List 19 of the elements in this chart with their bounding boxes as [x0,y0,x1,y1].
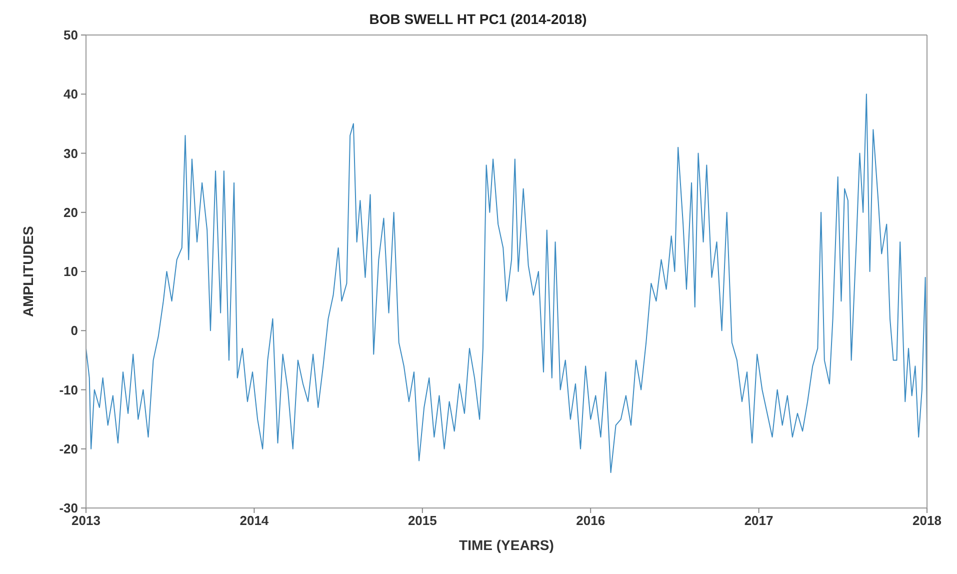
line-series [86,94,927,474]
chart-title: BOB SWELL HT PC1 (2014-2018) [369,11,587,27]
x-tick-label: 2013 [72,513,100,528]
x-tick-label: 2015 [408,513,437,528]
x-tick-label: 2016 [576,513,606,528]
y-tick-label: -30 [59,500,78,516]
y-tick-label: 40 [64,86,78,102]
y-tick-label: -20 [59,441,78,456]
y-tick-label: 30 [64,146,78,161]
y-tick-label: -10 [59,382,78,398]
y-tick-label: 50 [64,28,78,43]
x-axis-title: TIME (YEARS) [459,537,554,553]
y-axis-title: AMPLITUDES [20,226,36,317]
x-tick-label: 2018 [912,513,942,528]
x-tick-label: 2017 [744,513,774,528]
y-tick-label: 20 [64,204,78,220]
y-tick-label: 10 [64,264,78,280]
x-tick-label: 2014 [240,513,270,528]
y-tick-label: 0 [70,323,78,338]
